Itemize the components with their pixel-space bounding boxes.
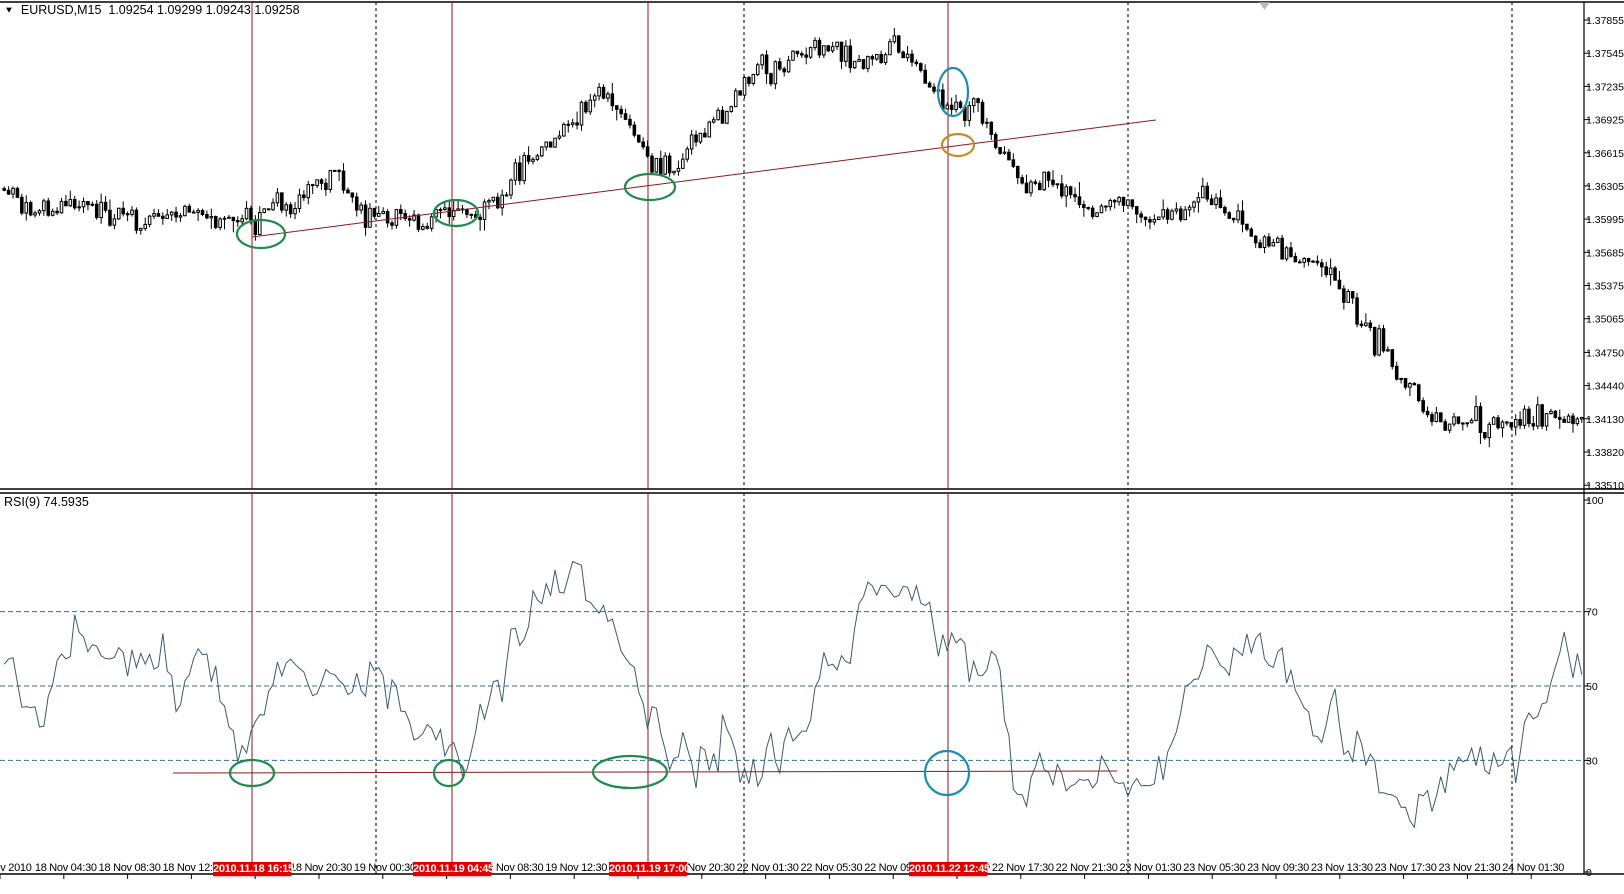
svg-text:50: 50 [1586, 681, 1598, 693]
svg-text:1.34440: 1.34440 [1586, 381, 1624, 393]
svg-text:70: 70 [1586, 607, 1598, 619]
svg-text:1.36925: 1.36925 [1586, 115, 1624, 127]
svg-text:0: 0 [1586, 867, 1592, 879]
svg-text:1.36305: 1.36305 [1586, 181, 1624, 193]
svg-text:1.35065: 1.35065 [1586, 314, 1624, 326]
svg-text:1.35995: 1.35995 [1586, 214, 1624, 226]
svg-text:30: 30 [1586, 755, 1598, 767]
svg-text:1.34130: 1.34130 [1586, 414, 1624, 426]
svg-text:1.37855: 1.37855 [1586, 15, 1624, 27]
svg-text:1.34750: 1.34750 [1586, 347, 1624, 359]
svg-text:1.37545: 1.37545 [1586, 48, 1624, 60]
svg-text:1.35685: 1.35685 [1586, 247, 1624, 259]
svg-text:1.35375: 1.35375 [1586, 281, 1624, 293]
svg-text:1.37235: 1.37235 [1586, 81, 1624, 93]
svg-text:1.36615: 1.36615 [1586, 148, 1624, 160]
svg-text:1.33820: 1.33820 [1586, 447, 1624, 459]
svg-text:100: 100 [1586, 495, 1604, 507]
svg-text:1.33510: 1.33510 [1586, 480, 1624, 492]
